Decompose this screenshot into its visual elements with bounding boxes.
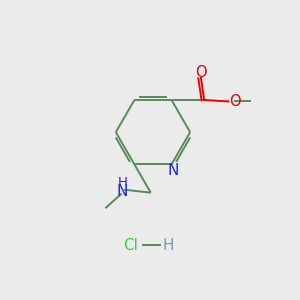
Text: N: N: [168, 164, 179, 178]
Text: H: H: [162, 238, 174, 253]
Text: Cl: Cl: [123, 238, 138, 253]
Text: O: O: [229, 94, 241, 109]
Text: N: N: [117, 184, 128, 199]
Text: O: O: [195, 65, 207, 80]
Text: H: H: [118, 176, 128, 189]
